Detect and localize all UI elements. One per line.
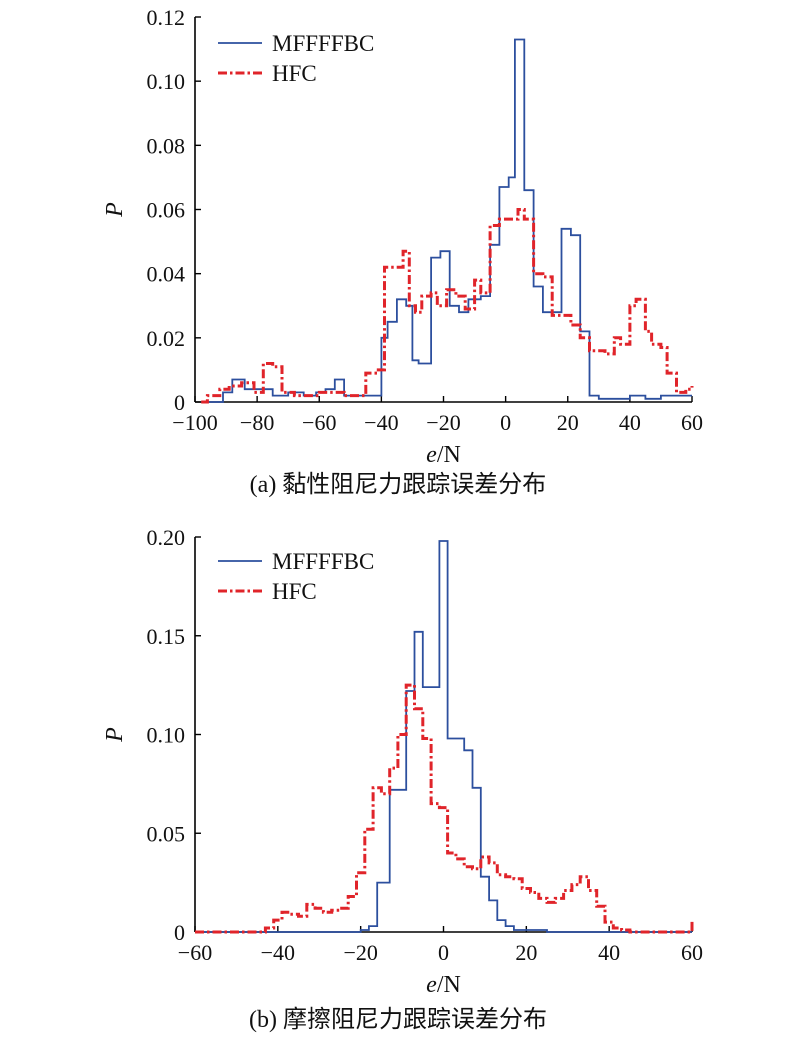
legend-label: HFC [272,579,317,604]
x-tick-label: −100 [172,410,217,435]
legend-label: HFC [272,61,317,86]
y-tick-label: 0 [174,920,185,945]
x-tick-label: −60 [302,410,336,435]
y-tick-label: 0.08 [147,133,186,158]
x-axis-label: e/N [426,442,461,468]
x-tick-label: −20 [426,410,460,435]
y-axis-label: P [102,727,128,743]
x-axis-label: e/N [426,972,461,998]
x-tick-label: 0 [438,940,449,965]
figure-caption: (b) 摩擦阻尼力跟踪误差分布 [249,1006,547,1033]
x-tick-label: 60 [681,410,703,435]
y-tick-label: 0.15 [147,624,186,649]
legend-label: MFFFFBC [272,31,374,56]
y-axis-label: P [102,202,128,218]
x-tick-label: −40 [261,940,295,965]
y-tick-label: 0.05 [147,821,186,846]
y-tick-label: 0 [174,390,185,415]
y-tick-label: 0.20 [147,525,186,550]
y-tick-label: 0.06 [147,198,186,223]
x-tick-label: −20 [343,940,377,965]
y-tick-label: 0.10 [147,69,186,94]
chart-a: −100 −80 −60 −40 −20 0 20 40 60 0 0.02 0.04 0.06 0.08… [102,5,703,498]
series-line-hfc [195,683,694,934]
x-tick-label: −80 [240,410,274,435]
x-tick-label: −40 [364,410,398,435]
x-tick-label: −60 [178,940,212,965]
series-line-hfc [201,208,694,404]
figure-caption: (a) 黏性阻尼力跟踪误差分布 [250,471,547,498]
series-line-mfffbc [195,540,692,933]
y-tick-label: 0.10 [147,723,186,748]
x-tick-label: 20 [557,410,579,435]
y-tick-label: 0.04 [147,262,186,287]
series-line-mfffbc [201,38,692,403]
chart-b: −60 −40 −20 0 20 40 60 0 0.05 0.10 0.15 0.20 e/N P MFF… [102,525,703,1033]
legend-label: MFFFFBC [272,549,374,574]
y-tick-label: 0.12 [147,5,186,30]
x-tick-label: 40 [598,940,620,965]
y-tick-label: 0.02 [147,326,186,351]
x-tick-label: 40 [619,410,641,435]
x-tick-label: 0 [500,410,511,435]
x-tick-label: 20 [515,940,537,965]
x-tick-label: 60 [681,940,703,965]
